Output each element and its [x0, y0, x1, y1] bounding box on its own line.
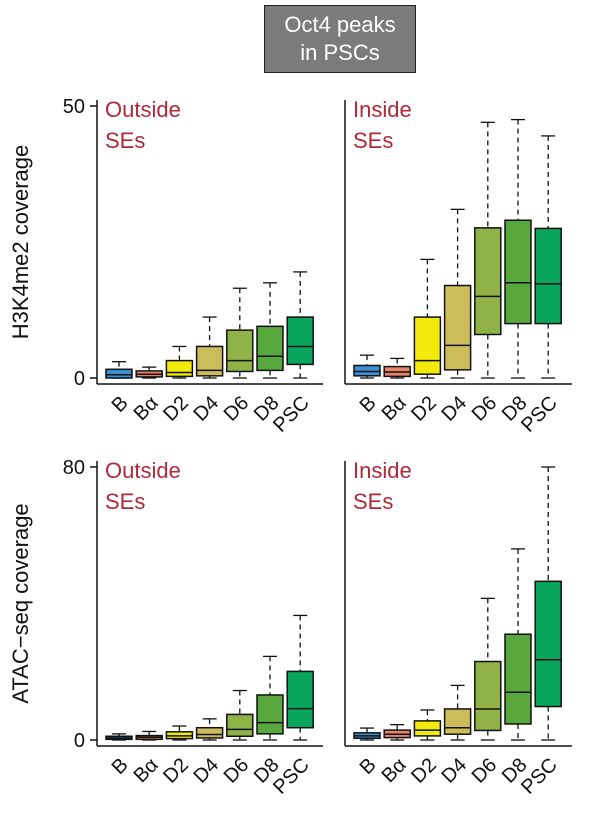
box — [504, 219, 532, 325]
category-label: Bα — [130, 392, 163, 425]
category-label: D4 — [437, 392, 471, 426]
panel-annotation-line-2: SEs — [353, 489, 393, 514]
category-label: D2 — [407, 754, 441, 788]
box — [286, 316, 314, 366]
y-tick-label: 0 — [74, 730, 85, 752]
panel-annotation-line-1: Inside — [353, 458, 412, 483]
category-label: PSC — [517, 754, 562, 799]
box — [534, 227, 562, 325]
category-label: D4 — [189, 392, 223, 426]
box — [474, 227, 502, 336]
panel-annotation-line-2: SEs — [105, 489, 145, 514]
panel-annotation-line-2: SEs — [353, 128, 393, 153]
y-axis-label: H3K4me2 coverage — [8, 145, 33, 339]
category-label: D4 — [437, 754, 471, 788]
box — [256, 694, 284, 735]
box — [105, 368, 133, 379]
y-tick-label: 50 — [63, 96, 85, 118]
category-label: D2 — [159, 754, 193, 788]
header-line-1: Oct4 peaks — [284, 12, 396, 37]
category-label: B — [108, 392, 133, 417]
box — [226, 713, 254, 737]
box — [226, 329, 254, 373]
box — [413, 720, 442, 737]
category-label: PSC — [517, 392, 562, 437]
panel-annotation-line-1: Outside — [105, 97, 181, 122]
category-label: B — [356, 392, 381, 417]
category-label: PSC — [269, 754, 314, 799]
category-label: Bα — [378, 392, 411, 425]
category-label: B — [108, 754, 133, 779]
header-line-2: in PSCs — [300, 40, 380, 65]
box — [286, 670, 314, 729]
box — [443, 284, 472, 371]
category-label: D4 — [189, 754, 223, 788]
header-box: Oct4 peaks in PSCs — [264, 5, 416, 73]
box — [195, 345, 224, 377]
category-label: PSC — [269, 392, 314, 437]
y-tick-label: 0 — [74, 368, 85, 390]
box — [534, 580, 562, 708]
category-label: D6 — [220, 754, 254, 788]
box — [504, 633, 532, 725]
box — [165, 359, 194, 378]
category-label: Bα — [130, 754, 163, 787]
panel-annotation-line-1: Inside — [353, 97, 412, 122]
category-label: Bα — [378, 754, 411, 787]
panel-annotation-line-1: Outside — [105, 458, 181, 483]
box — [413, 316, 442, 375]
box — [443, 708, 472, 735]
category-label: D6 — [220, 392, 254, 426]
category-label: D2 — [159, 392, 193, 426]
category-label: D6 — [468, 754, 502, 788]
category-label: B — [356, 754, 381, 779]
box — [474, 660, 502, 732]
y-axis-label: ATAC−seq coverage — [8, 503, 33, 703]
box — [195, 726, 224, 739]
category-label: D6 — [468, 392, 502, 426]
box — [353, 364, 381, 377]
category-label: D2 — [407, 392, 441, 426]
panel-annotation-line-2: SEs — [105, 128, 145, 153]
box — [256, 325, 284, 372]
y-tick-label: 80 — [63, 457, 85, 479]
